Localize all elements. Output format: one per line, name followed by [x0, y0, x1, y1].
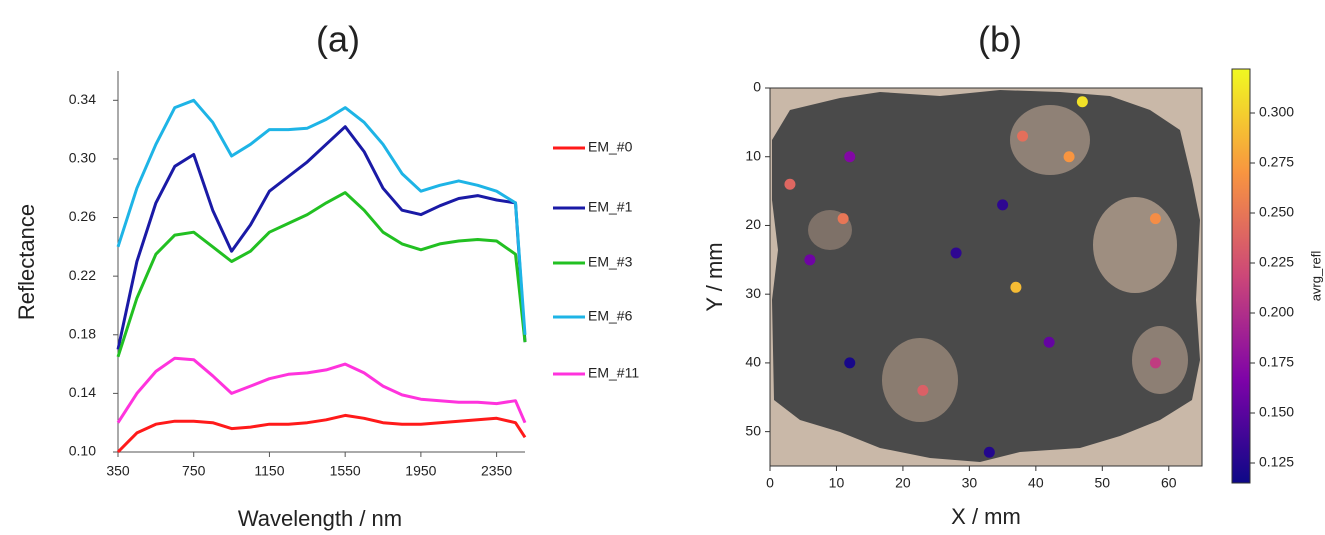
y-tick-label: 20 [745, 216, 761, 232]
colorbar [1231, 68, 1251, 484]
y-tick-label: 0.18 [69, 325, 96, 341]
spectrum-line [116, 356, 527, 424]
x-tick-label: 20 [895, 475, 911, 491]
legend-label: EM_#11 [588, 365, 639, 381]
legend-label: EM_#0 [588, 139, 633, 155]
spectrum-line [116, 98, 527, 335]
x-tick-label: 2350 [481, 463, 512, 479]
y-tick-label: 0.22 [69, 267, 96, 283]
legend-label: EM_#1 [588, 199, 633, 215]
spectrum-line [116, 413, 527, 454]
sample-point [997, 199, 1009, 211]
clast [882, 338, 958, 422]
colorbar-label: avrg_refl [1308, 251, 1323, 302]
y-tick-label: 0.26 [69, 208, 96, 224]
axes-frame [769, 87, 1203, 467]
sample-point [1076, 96, 1088, 108]
x-tick-label: 1950 [405, 463, 436, 479]
x-tick-label: 30 [962, 475, 978, 491]
sample-image [770, 88, 1202, 466]
sample-point [804, 254, 816, 266]
x-tick-label: 750 [182, 463, 206, 479]
y-tick-label: 0.30 [69, 150, 96, 166]
colorbar-tick-label: 0.300 [1259, 104, 1294, 120]
x-tick-label: 1550 [330, 463, 361, 479]
sample-point [837, 213, 849, 225]
legend-label: EM_#6 [588, 308, 633, 324]
clast [1093, 197, 1177, 293]
y-tick-label: 50 [745, 422, 761, 438]
colorbar-tick-label: 0.175 [1259, 354, 1294, 370]
sample-point [917, 384, 929, 396]
x-tick-label: 0 [766, 475, 774, 491]
y-tick-label: 30 [745, 285, 761, 301]
sample-point [1149, 213, 1161, 225]
colorbar-tick-label: 0.200 [1259, 304, 1294, 320]
sample-point [1149, 357, 1161, 369]
x-tick-label: 50 [1095, 475, 1111, 491]
y-tick-label: 0.10 [69, 443, 96, 459]
x-axis-label: X / mm [951, 504, 1021, 529]
x-tick-label: 350 [106, 463, 130, 479]
x-tick-label: 10 [829, 475, 845, 491]
sample-point [983, 446, 995, 458]
panel-b-title: (b) [978, 19, 1022, 60]
sample-body [772, 90, 1200, 462]
spectrum-line [116, 125, 527, 350]
sample-point [1017, 130, 1029, 142]
sample-point [784, 178, 796, 190]
spectrum-line [116, 191, 527, 358]
x-axis-label: Wavelength / nm [238, 506, 402, 531]
panel-a-title: (a) [316, 19, 360, 60]
sample-point [844, 151, 856, 163]
x-tick-label: 1150 [254, 463, 284, 479]
colorbar-tick-label: 0.125 [1259, 454, 1294, 470]
x-tick-label: 60 [1161, 475, 1177, 491]
y-tick-label: 0.34 [69, 91, 96, 107]
y-tick-label: 0 [753, 79, 761, 95]
colorbar-tick-label: 0.225 [1259, 254, 1294, 270]
colorbar-tick-label: 0.275 [1259, 154, 1294, 170]
colorbar-tick-label: 0.250 [1259, 204, 1294, 220]
y-axis-label: Reflectance [14, 204, 39, 320]
colorbar-tick-label: 0.150 [1259, 404, 1294, 420]
sample-point [844, 357, 856, 369]
y-tick-label: 10 [745, 147, 761, 163]
legend-label: EM_#3 [588, 254, 633, 270]
sample-point [1010, 281, 1022, 293]
y-tick-label: 40 [745, 354, 761, 370]
y-tick-label: 0.14 [69, 384, 96, 400]
sample-point [950, 247, 962, 259]
sample-point [1063, 151, 1075, 163]
sample-point [1043, 336, 1055, 348]
y-axis-label: Y / mm [702, 242, 727, 311]
x-tick-label: 40 [1028, 475, 1044, 491]
